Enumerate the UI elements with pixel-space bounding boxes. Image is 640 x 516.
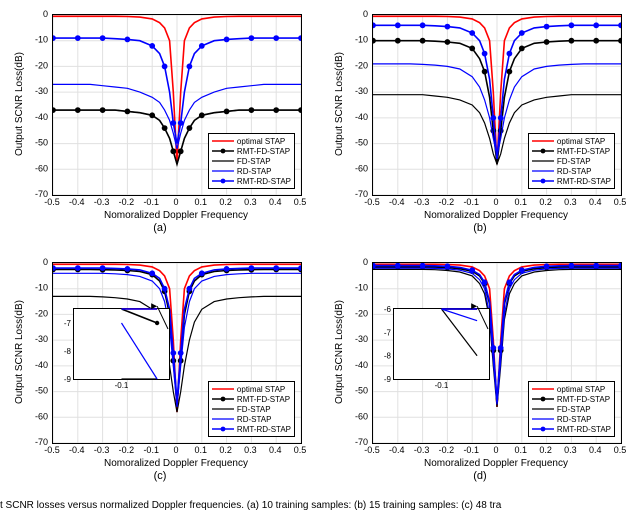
svg-text:-50: -50 xyxy=(35,386,48,396)
svg-text:-10: -10 xyxy=(35,35,48,45)
svg-text:0: 0 xyxy=(173,197,178,207)
svg-text:-50: -50 xyxy=(355,138,368,148)
panel-b: optimal STAPRMT-FD-STAPFD-STAPRD-STAPRMT… xyxy=(330,6,630,236)
svg-text:0.1: 0.1 xyxy=(515,197,528,207)
svg-text:0: 0 xyxy=(363,257,368,267)
svg-text:-0.2: -0.2 xyxy=(439,445,455,455)
svg-text:-40: -40 xyxy=(355,112,368,122)
svg-text:0.1: 0.1 xyxy=(195,445,208,455)
svg-text:-0.1: -0.1 xyxy=(143,445,159,455)
svg-text:-0.4: -0.4 xyxy=(69,445,85,455)
x-axis-label: Nomoralized Doppler Frequency xyxy=(424,458,568,469)
x-axis-label: Nomoralized Doppler Frequency xyxy=(424,210,568,221)
svg-text:-0.3: -0.3 xyxy=(94,197,110,207)
svg-text:-0.3: -0.3 xyxy=(414,445,430,455)
y-axis-label: Output SCNR Loss(dB) xyxy=(334,52,345,156)
panel-d: -9-8-7-6-0.1optimal STAPRMT-FD-STAPFD-ST… xyxy=(330,254,630,484)
svg-text:0.4: 0.4 xyxy=(269,197,282,207)
svg-text:0: 0 xyxy=(43,257,48,267)
svg-text:-30: -30 xyxy=(355,86,368,96)
svg-text:0.4: 0.4 xyxy=(589,197,602,207)
svg-text:-20: -20 xyxy=(355,60,368,70)
svg-text:0: 0 xyxy=(363,9,368,19)
svg-text:-30: -30 xyxy=(35,334,48,344)
svg-text:-40: -40 xyxy=(355,360,368,370)
svg-text:0.1: 0.1 xyxy=(195,197,208,207)
svg-text:-0.2: -0.2 xyxy=(119,445,135,455)
svg-text:0.2: 0.2 xyxy=(539,197,552,207)
svg-text:-0.4: -0.4 xyxy=(389,445,405,455)
svg-text:-70: -70 xyxy=(35,189,48,199)
svg-text:-0.2: -0.2 xyxy=(119,197,135,207)
svg-text:-0.1: -0.1 xyxy=(463,445,479,455)
y-axis-label: Output SCNR Loss(dB) xyxy=(14,52,25,156)
svg-text:0.1: 0.1 xyxy=(515,445,528,455)
svg-text:-0.1: -0.1 xyxy=(143,197,159,207)
svg-text:0.2: 0.2 xyxy=(539,445,552,455)
svg-text:-10: -10 xyxy=(35,283,48,293)
svg-text:-20: -20 xyxy=(355,308,368,318)
svg-text:-30: -30 xyxy=(35,86,48,96)
svg-text:0.3: 0.3 xyxy=(244,197,257,207)
subplot-label: (d) xyxy=(330,470,630,482)
svg-text:0.3: 0.3 xyxy=(244,445,257,455)
subplot-label: (a) xyxy=(10,222,310,234)
svg-text:-20: -20 xyxy=(35,60,48,70)
svg-text:-0.1: -0.1 xyxy=(463,197,479,207)
svg-text:0: 0 xyxy=(493,197,498,207)
svg-text:-0.3: -0.3 xyxy=(414,197,430,207)
svg-text:-40: -40 xyxy=(35,360,48,370)
x-axis-label: Nomoralized Doppler Frequency xyxy=(104,458,248,469)
svg-text:-0.4: -0.4 xyxy=(389,197,405,207)
caption-fragment: t SCNR losses versus normalized Doppler … xyxy=(0,500,640,511)
y-axis-label: Output SCNR Loss(dB) xyxy=(14,300,25,404)
svg-text:0: 0 xyxy=(43,9,48,19)
svg-text:-10: -10 xyxy=(355,283,368,293)
svg-text:-60: -60 xyxy=(35,411,48,421)
svg-text:0: 0 xyxy=(173,445,178,455)
panel-a: optimal STAPRMT-FD-STAPFD-STAPRD-STAPRMT… xyxy=(10,6,310,236)
y-axis-label: Output SCNR Loss(dB) xyxy=(334,300,345,404)
svg-text:-60: -60 xyxy=(35,163,48,173)
panel-c: -9-8-7-0.1optimal STAPRMT-FD-STAPFD-STAP… xyxy=(10,254,310,484)
figure-root: optimal STAPRMT-FD-STAPFD-STAPRD-STAPRMT… xyxy=(0,0,640,516)
svg-text:0.2: 0.2 xyxy=(219,445,232,455)
svg-text:0.5: 0.5 xyxy=(294,197,307,207)
x-axis-label: Nomoralized Doppler Frequency xyxy=(104,210,248,221)
svg-text:-70: -70 xyxy=(355,189,368,199)
svg-text:0.4: 0.4 xyxy=(269,445,282,455)
svg-text:-50: -50 xyxy=(35,138,48,148)
svg-text:0.2: 0.2 xyxy=(219,197,232,207)
svg-text:0.3: 0.3 xyxy=(564,445,577,455)
svg-text:0.5: 0.5 xyxy=(294,445,307,455)
svg-text:-20: -20 xyxy=(35,308,48,318)
svg-text:0.3: 0.3 xyxy=(564,197,577,207)
svg-text:-10: -10 xyxy=(355,35,368,45)
svg-text:-70: -70 xyxy=(35,437,48,447)
svg-text:-0.4: -0.4 xyxy=(69,197,85,207)
svg-text:0: 0 xyxy=(493,445,498,455)
svg-text:-0.3: -0.3 xyxy=(94,445,110,455)
svg-text:-50: -50 xyxy=(355,386,368,396)
subplot-label: (c) xyxy=(10,470,310,482)
svg-text:-60: -60 xyxy=(355,411,368,421)
svg-text:0.5: 0.5 xyxy=(614,197,627,207)
svg-text:-70: -70 xyxy=(355,437,368,447)
svg-text:0.5: 0.5 xyxy=(614,445,627,455)
svg-text:-60: -60 xyxy=(355,163,368,173)
svg-text:-40: -40 xyxy=(35,112,48,122)
svg-text:-30: -30 xyxy=(355,334,368,344)
svg-text:0.4: 0.4 xyxy=(589,445,602,455)
svg-text:-0.2: -0.2 xyxy=(439,197,455,207)
subplot-label: (b) xyxy=(330,222,630,234)
